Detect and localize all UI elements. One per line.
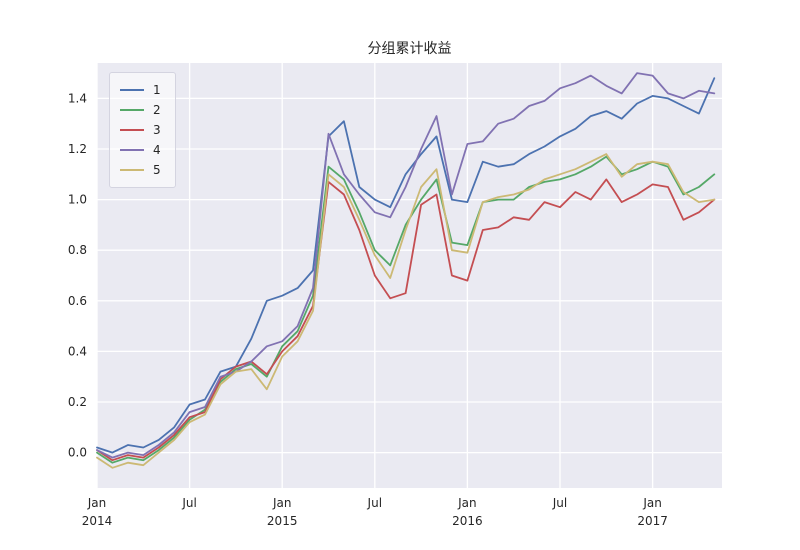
y-axis-tick-label: 1.0 bbox=[68, 193, 87, 207]
legend-item: 1 bbox=[120, 80, 161, 100]
legend-item: 3 bbox=[120, 120, 161, 140]
x-axis-tick-label: Jan bbox=[457, 496, 477, 510]
x-axis-year-label: 2014 bbox=[82, 514, 113, 528]
x-axis-year-label: 2016 bbox=[452, 514, 483, 528]
x-axis-tick-label: Jul bbox=[552, 496, 567, 510]
line-series-1 bbox=[96, 77, 716, 454]
legend-line-swatch bbox=[120, 109, 144, 111]
legend-line-swatch bbox=[120, 89, 144, 91]
legend-item: 5 bbox=[120, 160, 161, 180]
line-series-5 bbox=[96, 153, 716, 469]
x-axis-tick-label: Jan bbox=[272, 496, 292, 510]
legend-label: 5 bbox=[153, 163, 161, 177]
legend: 1 2 3 4 5 bbox=[109, 72, 176, 188]
x-axis-tick-label: Jan bbox=[87, 496, 107, 510]
y-axis-tick-label: 0.4 bbox=[68, 344, 87, 358]
x-axis-year-label: 2017 bbox=[637, 514, 668, 528]
y-axis-tick-label: 0.6 bbox=[68, 294, 87, 308]
y-axis-tick-label: 1.4 bbox=[68, 91, 87, 105]
line-series-4 bbox=[96, 72, 716, 459]
legend-line-swatch bbox=[120, 129, 144, 131]
y-axis-tick-label: 0.2 bbox=[68, 395, 87, 409]
line-series-3 bbox=[96, 178, 716, 462]
legend-line-swatch bbox=[120, 149, 144, 151]
x-axis-tick-label: Jul bbox=[181, 496, 196, 510]
legend-label: 2 bbox=[153, 103, 161, 117]
y-axis-tick-label: 0.0 bbox=[68, 446, 87, 460]
x-axis-tick-label: Jul bbox=[367, 496, 382, 510]
x-axis-tick-label: Jan bbox=[642, 496, 662, 510]
legend-item: 2 bbox=[120, 100, 161, 120]
legend-item: 4 bbox=[120, 140, 161, 160]
legend-label: 3 bbox=[153, 123, 161, 137]
chart-title: 分组累计收益 bbox=[367, 41, 452, 57]
legend-line-swatch bbox=[120, 169, 144, 171]
x-axis-year-label: 2015 bbox=[267, 514, 298, 528]
y-axis-tick-label: 1.2 bbox=[68, 142, 87, 156]
legend-label: 1 bbox=[153, 83, 161, 97]
y-axis-tick-label: 0.8 bbox=[68, 243, 87, 257]
legend-label: 4 bbox=[153, 143, 161, 157]
